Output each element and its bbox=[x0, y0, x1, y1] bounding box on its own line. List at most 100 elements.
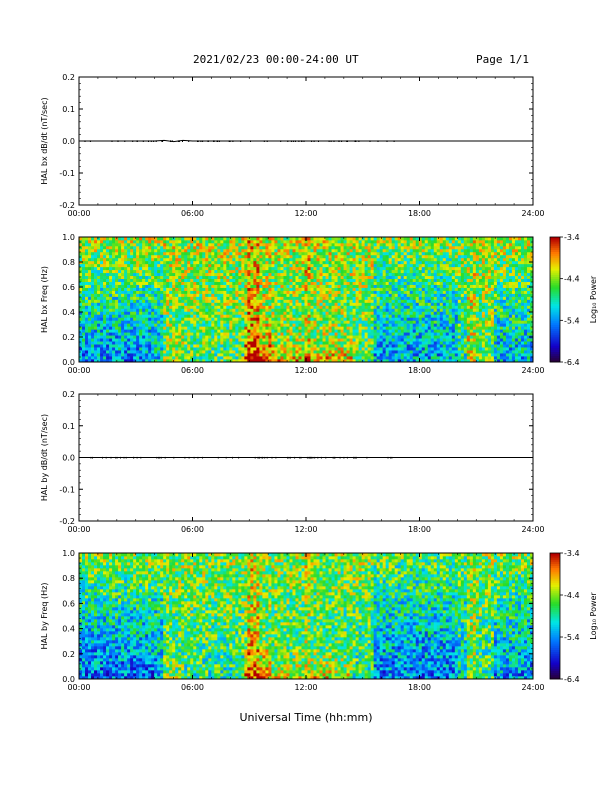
heatmap-cell bbox=[358, 251, 362, 256]
heatmap-cell bbox=[334, 314, 338, 318]
heatmap-cell bbox=[322, 272, 326, 277]
heatmap-cell bbox=[274, 302, 278, 306]
heatmap-cell bbox=[163, 251, 167, 256]
heatmap-cell bbox=[301, 251, 305, 256]
heatmap-cell bbox=[283, 290, 287, 294]
heatmap-cell bbox=[79, 266, 83, 271]
heatmap-cell bbox=[97, 347, 101, 351]
heatmap-cell bbox=[190, 263, 194, 268]
heatmap-cell bbox=[418, 353, 423, 357]
heatmap-cell bbox=[304, 284, 308, 288]
heatmap-cell bbox=[415, 263, 420, 268]
heatmap-cell bbox=[256, 287, 260, 291]
heatmap-cell bbox=[394, 242, 399, 247]
heatmap-cell bbox=[181, 320, 185, 324]
heatmap-cell bbox=[187, 311, 191, 315]
heatmap-cell bbox=[223, 311, 227, 315]
heatmap-cell bbox=[283, 248, 287, 253]
heatmap-cell bbox=[316, 242, 320, 247]
heatmap-cell bbox=[82, 338, 86, 342]
heatmap-cell bbox=[91, 251, 95, 256]
heatmap-cell bbox=[388, 350, 393, 354]
heatmap-cell bbox=[304, 302, 308, 306]
heatmap-cell bbox=[277, 245, 281, 250]
heatmap-cell bbox=[352, 359, 356, 363]
heatmap-cell bbox=[103, 254, 107, 259]
heatmap-cell bbox=[409, 314, 414, 318]
heatmap-cell bbox=[373, 239, 378, 244]
heatmap-cell bbox=[301, 338, 305, 342]
heatmap-cell bbox=[97, 353, 101, 357]
heatmap-cell bbox=[250, 237, 254, 241]
heatmap-cell bbox=[103, 326, 107, 330]
heatmap-cell bbox=[253, 332, 257, 336]
heatmap-cell bbox=[88, 323, 92, 327]
heatmap-cell bbox=[79, 251, 83, 256]
heatmap-cell bbox=[349, 290, 353, 294]
heatmap-cell bbox=[280, 272, 284, 277]
heatmap-cell bbox=[166, 242, 170, 247]
heatmap-cell bbox=[394, 305, 399, 309]
heatmap-cell bbox=[238, 293, 242, 297]
heatmap-cell bbox=[289, 314, 293, 318]
heatmap-cell bbox=[115, 329, 119, 333]
heatmap-cell bbox=[256, 242, 260, 247]
heatmap-cell bbox=[202, 260, 206, 265]
heatmap-cell bbox=[256, 317, 260, 321]
heatmap-cell bbox=[355, 287, 359, 291]
heatmap-cell bbox=[112, 344, 116, 348]
heatmap-cell bbox=[145, 269, 149, 274]
heatmap-cell bbox=[274, 326, 278, 330]
heatmap-cell bbox=[310, 242, 314, 247]
heatmap-cell bbox=[100, 278, 104, 282]
heatmap-cell bbox=[187, 329, 191, 333]
heatmap-cell bbox=[349, 326, 353, 330]
heatmap-cell bbox=[280, 266, 284, 271]
heatmap-cell bbox=[214, 320, 218, 324]
heatmap-cell bbox=[91, 296, 95, 300]
heatmap-cell bbox=[178, 320, 182, 324]
heatmap-cell bbox=[106, 359, 110, 363]
heatmap-cell bbox=[406, 254, 411, 259]
heatmap-cell bbox=[259, 335, 263, 339]
heatmap-cell bbox=[100, 275, 104, 280]
heatmap-cell bbox=[292, 251, 296, 256]
heatmap-cell bbox=[229, 320, 233, 324]
heatmap-cell bbox=[226, 329, 230, 333]
heatmap-cell bbox=[286, 335, 290, 339]
heatmap-cell bbox=[400, 248, 405, 253]
heatmap-cell bbox=[97, 332, 101, 336]
heatmap-cell bbox=[130, 329, 134, 333]
heatmap-cell bbox=[103, 260, 107, 265]
heatmap-cell bbox=[271, 341, 275, 345]
heatmap-cell bbox=[322, 350, 326, 354]
heatmap-cell bbox=[412, 257, 417, 262]
heatmap-cell bbox=[379, 311, 384, 315]
heatmap-cell bbox=[349, 260, 353, 265]
heatmap-cell bbox=[127, 311, 131, 315]
heatmap-cell bbox=[211, 296, 215, 300]
heatmap-cell bbox=[358, 284, 362, 288]
heatmap-cell bbox=[133, 350, 137, 354]
heatmap-cell bbox=[334, 260, 338, 265]
heatmap-cell bbox=[268, 254, 272, 259]
heatmap-cell bbox=[328, 341, 332, 345]
heatmap-cell bbox=[154, 305, 158, 309]
heatmap-cell bbox=[325, 299, 329, 303]
heatmap-cell bbox=[370, 287, 374, 291]
heatmap-cell bbox=[232, 329, 236, 333]
heatmap-cell bbox=[337, 281, 341, 285]
heatmap-cell bbox=[160, 359, 164, 363]
heatmap-cell bbox=[322, 284, 326, 288]
heatmap-cell bbox=[139, 290, 143, 294]
heatmap-cell bbox=[88, 353, 92, 357]
heatmap-cell bbox=[91, 269, 95, 274]
heatmap-cell bbox=[145, 237, 149, 241]
heatmap-cell bbox=[130, 278, 134, 282]
heatmap-cell bbox=[160, 299, 164, 303]
heatmap-cell bbox=[277, 350, 281, 354]
heatmap-cell bbox=[358, 239, 362, 244]
heatmap-cell bbox=[118, 320, 122, 324]
heatmap-cell bbox=[199, 305, 203, 309]
heatmap-cell bbox=[325, 311, 329, 315]
